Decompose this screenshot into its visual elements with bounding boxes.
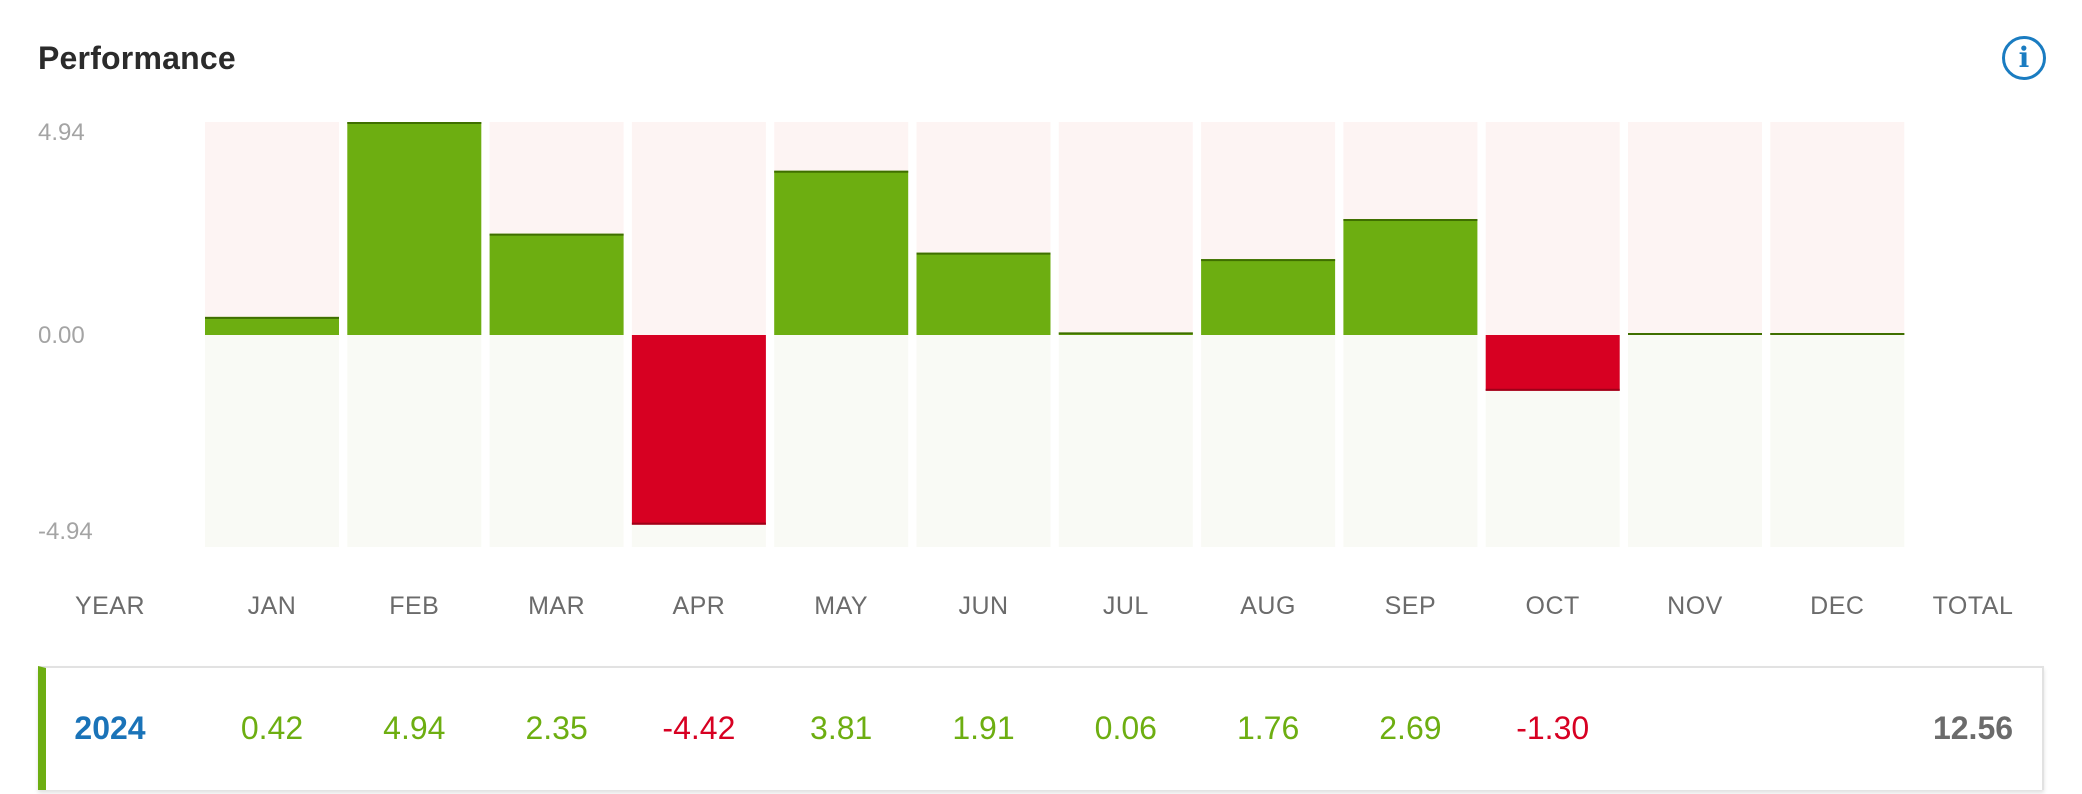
value-feb: 4.94 [383, 710, 446, 746]
y-tick-label: 4.94 [38, 119, 85, 146]
value-total: 12.56 [1932, 710, 2014, 746]
band-lower-sep [1343, 335, 1478, 547]
value-jul: 0.06 [1094, 710, 1157, 746]
value-may: 3.81 [810, 710, 873, 746]
bar-mar[interactable] [489, 233, 624, 335]
value-apr: -4.42 [662, 710, 736, 746]
info-button[interactable]: i [2002, 36, 2046, 80]
y-tick-label: -4.94 [38, 518, 93, 545]
bar-oct[interactable] [1485, 335, 1620, 391]
bar-edge-feb [347, 122, 482, 124]
col-header-year: YEAR [74, 592, 146, 620]
band-upper-oct [1485, 122, 1620, 335]
col-header-total: TOTAL [1932, 592, 2014, 620]
bar-edge-mar [489, 233, 624, 236]
year-row-2024: 2024 0.42 4.94 2.35 -4.42 3.81 1.91 0.06 1.76 2.6… [38, 666, 2044, 790]
col-header-dec: DEC [1810, 592, 1865, 620]
bar-edge-jan [205, 316, 339, 319]
band-lower-aug [1201, 335, 1336, 547]
col-header-may: MAY [814, 592, 869, 620]
value-mar: 2.35 [525, 710, 588, 746]
value-aug: 1.76 [1236, 710, 1300, 746]
info-icon: i [2018, 41, 2030, 74]
y-tick-label: 0.00 [38, 322, 85, 349]
col-header-jun: JUN [958, 592, 1009, 620]
bar-apr[interactable] [631, 335, 766, 525]
bar-edge-nov [1628, 333, 1762, 335]
col-header-jan: JAN [247, 592, 297, 620]
band-lower-jun [916, 335, 1051, 547]
bar-edge-apr [631, 522, 766, 525]
col-header-sep: SEP [1384, 592, 1437, 620]
band-lower-jan [205, 335, 339, 547]
bar-edge-sep [1343, 219, 1478, 222]
bar-edge-dec [1770, 333, 1905, 335]
bar-may[interactable] [774, 170, 909, 335]
value-oct: -1.30 [1516, 710, 1590, 746]
band-upper-nov [1628, 122, 1762, 335]
month-header-row: YEAR JAN FEB MAR APR MAY JUN JUL AUG SEP OCT NOV DEC… [0, 592, 2082, 628]
bar-edge-jun [916, 252, 1051, 255]
bar-edge-may [774, 170, 909, 173]
band-lower-may [774, 335, 909, 547]
bar-feb[interactable] [347, 122, 482, 335]
col-header-feb: FEB [389, 592, 440, 620]
band-upper-jan [205, 122, 339, 335]
bar-edge-oct [1485, 388, 1620, 391]
bar-edge-aug [1201, 259, 1336, 262]
bar-jun[interactable] [916, 252, 1051, 335]
band-lower-jul [1058, 335, 1193, 547]
band-upper-dec [1770, 122, 1905, 335]
bar-jan[interactable] [205, 316, 339, 335]
value-jan: 0.42 [240, 710, 304, 746]
bar-aug[interactable] [1201, 259, 1336, 335]
year-link[interactable]: 2024 [74, 710, 146, 746]
band-upper-jul [1058, 122, 1193, 335]
band-upper-apr [631, 122, 766, 335]
value-jun: 1.91 [952, 710, 1015, 746]
bar-edge-jul [1058, 332, 1193, 335]
col-header-nov: NOV [1667, 592, 1723, 620]
bar-sep[interactable] [1343, 219, 1478, 335]
band-lower-dec [1770, 335, 1905, 547]
col-header-oct: OCT [1525, 592, 1580, 620]
performance-chart: 4.94 0.00 -4.94 [38, 119, 1905, 547]
col-header-mar: MAR [528, 592, 586, 620]
band-lower-feb [347, 335, 482, 547]
col-header-jul: JUL [1102, 592, 1149, 620]
band-lower-nov [1628, 335, 1762, 547]
col-header-aug: AUG [1240, 592, 1296, 620]
value-sep: 2.69 [1379, 710, 1442, 746]
band-lower-mar [489, 335, 624, 547]
page-title: Performance [38, 40, 236, 76]
col-header-apr: APR [672, 592, 726, 620]
